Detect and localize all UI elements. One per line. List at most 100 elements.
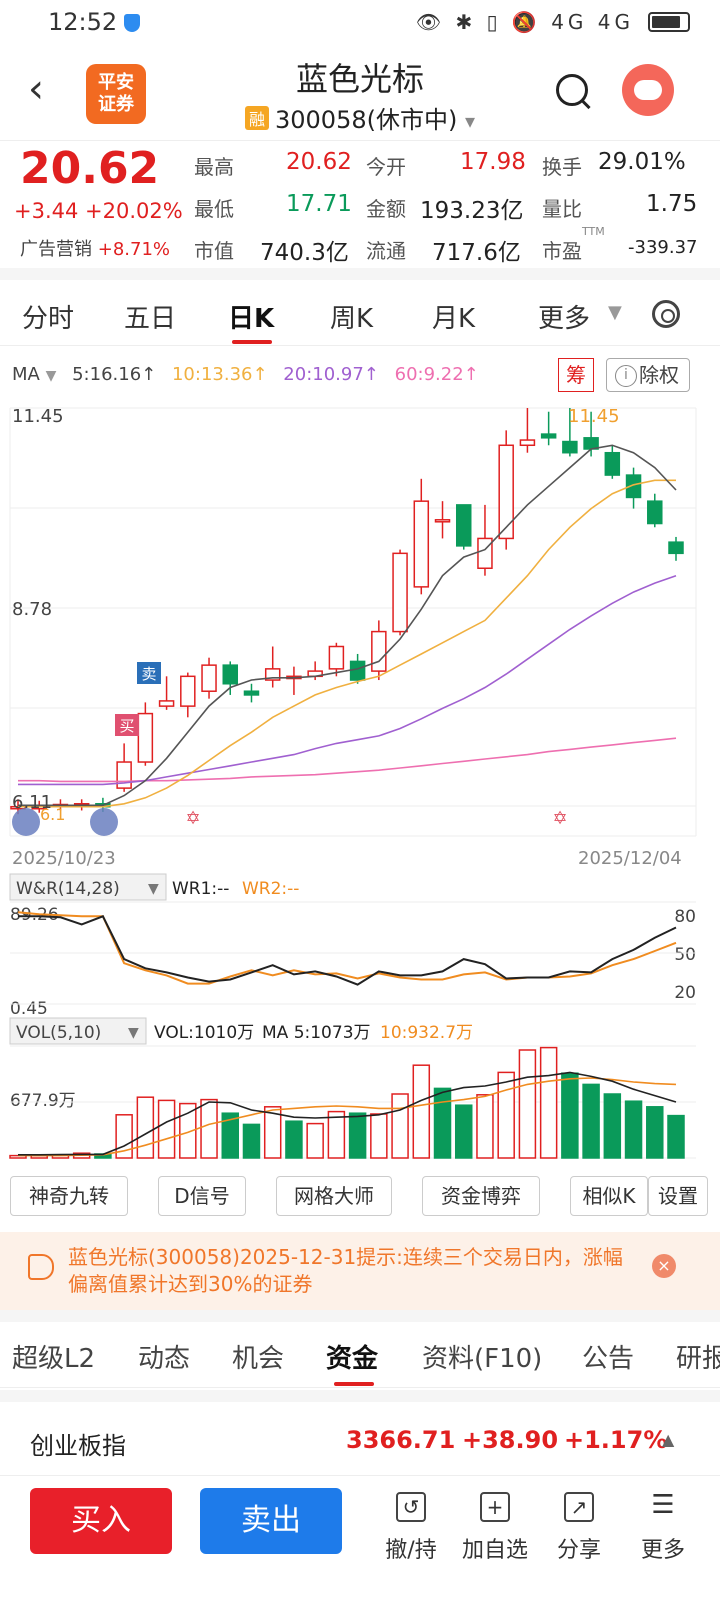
quote-value: 29.01% (598, 149, 686, 175)
plus-icon: + (480, 1492, 510, 1522)
candle-body (455, 504, 472, 547)
wr-selector[interactable] (9, 873, 167, 901)
quote-label: 流通 (366, 239, 406, 263)
wr-indicator-label: W&R(14,28) (16, 879, 120, 899)
info-tabs: 超级L2 动态 机会 资金 资料(F10) 公告 研报 (0, 1322, 720, 1388)
ex-rights-button[interactable]: 除权 (606, 358, 690, 392)
tab-announcement[interactable]: 公告 (582, 1344, 635, 1374)
period-tabs: 分时 五日 日K 周K 月K 更多 ▼ (0, 280, 720, 346)
volume-bar (539, 1046, 558, 1159)
divider (0, 1390, 720, 1402)
tab-research[interactable]: 研报 (676, 1344, 720, 1374)
stock-code-selector[interactable]: 融 300058(休市中) ▾ (0, 100, 720, 135)
price-change: +3.44 +20.02% (14, 199, 183, 223)
tab-weekly-k[interactable]: 周K (330, 304, 374, 334)
margin-badge: 融 (244, 106, 269, 130)
collapse-left-icon[interactable] (12, 808, 40, 836)
tab-daily-k[interactable]: 日K (228, 304, 275, 334)
candle-body (158, 700, 175, 707)
tab-news[interactable]: 动态 (138, 1344, 191, 1374)
tool-button[interactable]: 神奇九转 (10, 1176, 128, 1216)
sell-button[interactable]: 卖出 (200, 1488, 342, 1554)
ma-label: MA (12, 364, 40, 385)
quote-value: 17.98 (460, 149, 526, 175)
tool-button[interactable]: 网格大师 (276, 1176, 392, 1216)
wr-right-tick: 50 (674, 945, 696, 965)
volume-chart[interactable]: VOL(5,10) ▼ VOL:1010万 MA 5:1073万 10:932.… (0, 1016, 720, 1162)
wr-right-tick: 20 (674, 983, 696, 1003)
event-star-icon[interactable]: ✡ (552, 808, 567, 829)
buy-marker[interactable]: 买 (115, 714, 139, 736)
wr-indicator-chart[interactable]: W&R(14,28) ▼ WR1:-- WR2:-- 89.26 0.45 80… (0, 872, 720, 1016)
wr-right-tick: 80 (674, 907, 696, 927)
sell-marker[interactable]: 卖 (137, 662, 161, 684)
tool-button[interactable]: 相似K (570, 1176, 648, 1216)
gear-icon[interactable] (652, 300, 680, 328)
volume-bar (348, 1112, 367, 1159)
sector-info[interactable]: 广告营销 +8.71% (20, 235, 170, 261)
ma-legend[interactable]: MA ▼ 5:16.16↑ 10:13.36↑ 20:10.97↑ 60:9.2… (12, 364, 479, 385)
volume-bar (603, 1093, 622, 1159)
candle-body (222, 664, 239, 685)
volume-bar (391, 1093, 409, 1159)
candlestick-chart[interactable]: 11.45 8.78 6.11 2025/10/23 2025/12/04 11… (0, 396, 720, 866)
search-icon[interactable] (556, 74, 588, 106)
chat-avatar-icon[interactable] (622, 64, 674, 116)
volume-bar (518, 1049, 537, 1159)
settings-button[interactable]: 设置 (648, 1176, 708, 1216)
candle-body (604, 451, 621, 476)
vol-axis-label: 677.9万 (10, 1091, 76, 1111)
volume-bar (306, 1122, 324, 1159)
volume-bar (327, 1110, 346, 1159)
zoom-icon[interactable] (90, 808, 118, 836)
chevron-down-icon: ▼ (128, 1025, 139, 1041)
quote-panel: 20.62 +3.44 +20.02% 广告营销 +8.71% 最高 20.62… (0, 140, 720, 268)
date-start: 2025/10/23 (12, 848, 116, 866)
candle-body (392, 552, 408, 633)
tab-monthly-k[interactable]: 月K (432, 304, 476, 334)
tab-more[interactable]: 更多 (538, 304, 591, 334)
back-button[interactable]: ‹ (28, 66, 44, 112)
volume-bar (476, 1094, 494, 1159)
volume-bar (412, 1064, 431, 1159)
notice-banner[interactable]: 蓝色光标(300058)2025-12-31提示:连续三个交易日内，涨幅偏离值累… (0, 1232, 720, 1310)
tool-button[interactable]: 资金博弈 (422, 1176, 540, 1216)
quote-label: 今开 (366, 155, 406, 179)
more-button[interactable]: ☰ 更多 (628, 1492, 698, 1564)
tab-super-l2[interactable]: 超级L2 (12, 1344, 96, 1374)
quote-label: 市值 (194, 239, 234, 263)
volume-bar (157, 1099, 176, 1159)
share-button[interactable]: ↗ 分享 (544, 1492, 614, 1564)
candles (10, 408, 684, 815)
volume-bar (667, 1114, 685, 1159)
status-bar: 12:52 👁 ✱ ▯ 🔕 4G 4G (0, 0, 720, 44)
buy-button[interactable]: 买入 (30, 1488, 172, 1554)
cancel-hold-button[interactable]: ↺ 撤/持 (376, 1492, 446, 1564)
add-watchlist-button[interactable]: + 加自选 (460, 1492, 530, 1564)
index-ticker[interactable]: 创业板指 3366.71 +38.90 +1.17% ▲ (0, 1404, 720, 1476)
tab-capital[interactable]: 资金 (326, 1344, 379, 1374)
event-star-icon[interactable]: ✡ (185, 808, 200, 829)
tab-profile[interactable]: 资料(F10) (422, 1344, 543, 1374)
index-change: +38.90 (462, 1426, 559, 1454)
vol-selector[interactable] (9, 1017, 147, 1045)
chevron-up-icon[interactable]: ▲ (662, 1430, 675, 1449)
close-icon[interactable]: × (652, 1254, 676, 1278)
tab-opportunity[interactable]: 机会 (232, 1344, 285, 1374)
tool-button[interactable]: D信号 (158, 1176, 246, 1216)
vol-bars (9, 1046, 685, 1159)
status-time: 12:52 (48, 8, 118, 36)
volume-bar (136, 1096, 155, 1159)
tab-intraday[interactable]: 分时 (22, 304, 75, 334)
quote-label: 市盈 (542, 239, 582, 263)
volume-bar (285, 1120, 303, 1159)
market-state: (休市中) (366, 106, 458, 134)
tab-five-day[interactable]: 五日 (124, 304, 177, 334)
volume-bar (454, 1104, 473, 1159)
candle-body (116, 761, 132, 789)
volume-bar (200, 1098, 218, 1159)
chip-distribution-button[interactable]: 筹 (558, 358, 594, 392)
vol-ma5-label: MA 5:1073万 (262, 1023, 371, 1043)
candle-body (477, 537, 493, 569)
candle-body (583, 437, 599, 450)
